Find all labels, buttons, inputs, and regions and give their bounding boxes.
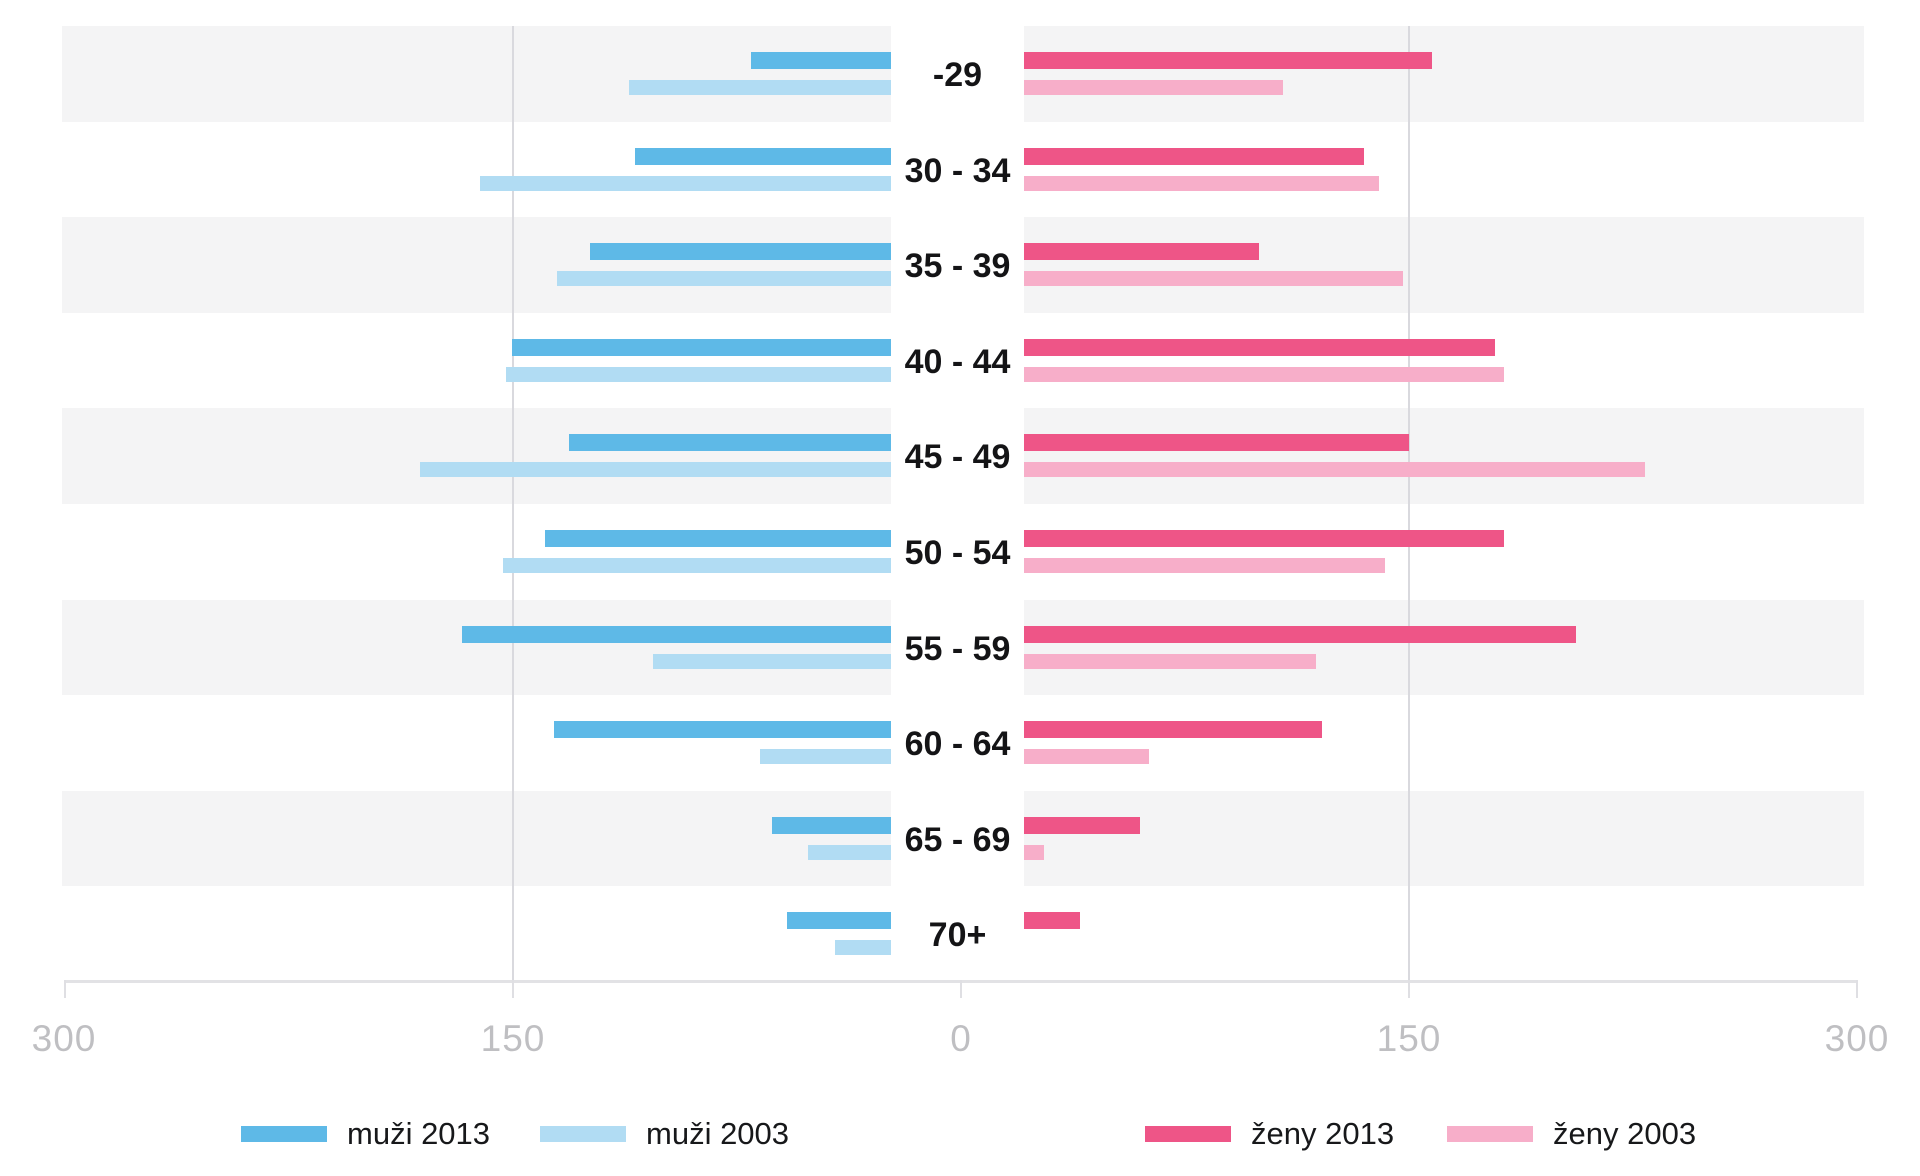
x-axis-tick [63, 979, 66, 998]
bar-zeny-2013 [1024, 530, 1505, 547]
bar-muzi-2003 [557, 271, 891, 287]
bar-zeny-2013 [1024, 52, 1433, 69]
bar-zeny-2013 [1024, 338, 1496, 356]
bar-zeny-2003 [1024, 558, 1385, 573]
legend-label: muži 2003 [646, 1116, 790, 1151]
bar-muzi-2013 [461, 625, 891, 643]
gridline [511, 26, 514, 980]
age-label: 30 - 34 [904, 151, 1011, 190]
bar-zeny-2013 [1024, 625, 1576, 643]
legend-label: ženy 2003 [1553, 1116, 1697, 1151]
bar-zeny-2003 [1024, 80, 1284, 95]
bar-muzi-2013 [772, 816, 891, 834]
bar-zeny-2013 [1024, 147, 1364, 165]
bar-zeny-2003 [1024, 462, 1645, 478]
bar-muzi-2013 [554, 721, 891, 739]
legend-swatch-muzi-2003-icon [540, 1126, 626, 1142]
x-tick-label: 150 [480, 1018, 546, 1059]
bar-muzi-2003 [479, 175, 891, 191]
x-tick-label: 150 [1376, 1018, 1442, 1059]
bar-muzi-2003 [419, 462, 891, 478]
legend-swatch-zeny-2013-icon [1145, 1126, 1231, 1142]
x-axis-tick [1855, 979, 1858, 998]
bar-muzi-2003 [506, 366, 891, 382]
legend-item-muzi-2013: muži 2013 [241, 1116, 491, 1151]
x-axis-tick [511, 979, 514, 998]
bar-muzi-2013 [545, 530, 891, 547]
age-label: -29 [932, 56, 983, 94]
bar-muzi-2013 [634, 147, 891, 165]
bar-muzi-2003 [503, 558, 891, 573]
x-tick-label: 300 [31, 1018, 97, 1059]
bar-muzi-2003 [652, 653, 891, 669]
bar-zeny-2003 [1024, 844, 1045, 860]
gridline [1407, 26, 1410, 980]
age-label: 70+ [928, 916, 987, 955]
bar-zeny-2003 [1024, 653, 1316, 669]
bar-zeny-2013 [1024, 721, 1322, 739]
age-label: 35 - 39 [904, 247, 1011, 286]
bar-zeny-2013 [1024, 912, 1080, 930]
bar-zeny-2013 [1024, 243, 1260, 261]
legend-swatch-muzi-2013-icon [241, 1126, 327, 1142]
x-tick-label: 0 [950, 1018, 972, 1059]
bar-zeny-2003 [1024, 749, 1149, 765]
x-axis-tick [959, 979, 962, 998]
legend-label: muži 2013 [347, 1116, 491, 1151]
age-label: 65 - 69 [904, 820, 1011, 859]
legend-swatch-zeny-2003-icon [1447, 1126, 1533, 1142]
x-tick-label: 300 [1824, 1018, 1890, 1059]
bar-zeny-2013 [1024, 816, 1140, 834]
age-label: 60 - 64 [904, 725, 1011, 764]
age-label: 50 - 54 [904, 534, 1011, 572]
bar-muzi-2013 [590, 243, 891, 261]
bar-muzi-2013 [787, 912, 891, 930]
legend-item-zeny-2013: ženy 2013 [1145, 1116, 1395, 1151]
bar-zeny-2003 [1024, 271, 1403, 287]
bar-muzi-2013 [751, 52, 891, 69]
bar-muzi-2003 [628, 80, 891, 95]
age-label: 55 - 59 [904, 629, 1011, 668]
legend-item-muzi-2003: muži 2003 [540, 1116, 790, 1151]
bar-muzi-2003 [835, 940, 891, 956]
bar-muzi-2003 [808, 844, 891, 860]
x-axis-tick [1407, 979, 1410, 998]
bar-muzi-2013 [569, 434, 891, 452]
age-label: 40 - 44 [904, 342, 1011, 381]
legend-item-zeny-2003: ženy 2003 [1447, 1116, 1697, 1151]
center-label-column [891, 26, 1024, 980]
bar-zeny-2003 [1024, 175, 1379, 191]
age-label: 45 - 49 [904, 438, 1011, 477]
legend-label: ženy 2013 [1251, 1116, 1395, 1151]
bar-muzi-2013 [512, 338, 891, 356]
bar-zeny-2003 [1024, 366, 1505, 382]
bar-muzi-2003 [760, 749, 891, 765]
bar-zeny-2013 [1024, 434, 1409, 452]
